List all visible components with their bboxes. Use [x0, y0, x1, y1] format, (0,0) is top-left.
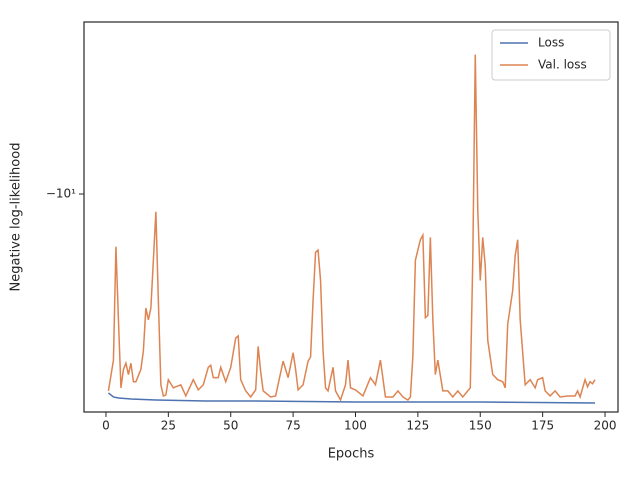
x-tick-label: 100	[344, 419, 367, 433]
y-axis-label: Negative log-likelihood	[9, 143, 24, 292]
x-tick-label: 25	[161, 419, 176, 433]
legend-label: Loss	[538, 36, 564, 50]
plot-frame	[83, 21, 619, 413]
x-tick-label: 200	[594, 419, 617, 433]
y-tick-label: −10¹	[46, 187, 76, 201]
legend-label: Val. loss	[538, 58, 587, 72]
x-tick-label: 125	[406, 419, 429, 433]
x-tick-label: 150	[469, 419, 492, 433]
line-series	[107, 392, 596, 404]
x-tick-label: 50	[223, 419, 238, 433]
line-series	[107, 54, 596, 402]
x-tick-label: 175	[531, 419, 554, 433]
x-tick-label: 75	[285, 419, 300, 433]
x-tick-label: 0	[102, 419, 110, 433]
x-axis-label: Epochs	[328, 447, 375, 462]
